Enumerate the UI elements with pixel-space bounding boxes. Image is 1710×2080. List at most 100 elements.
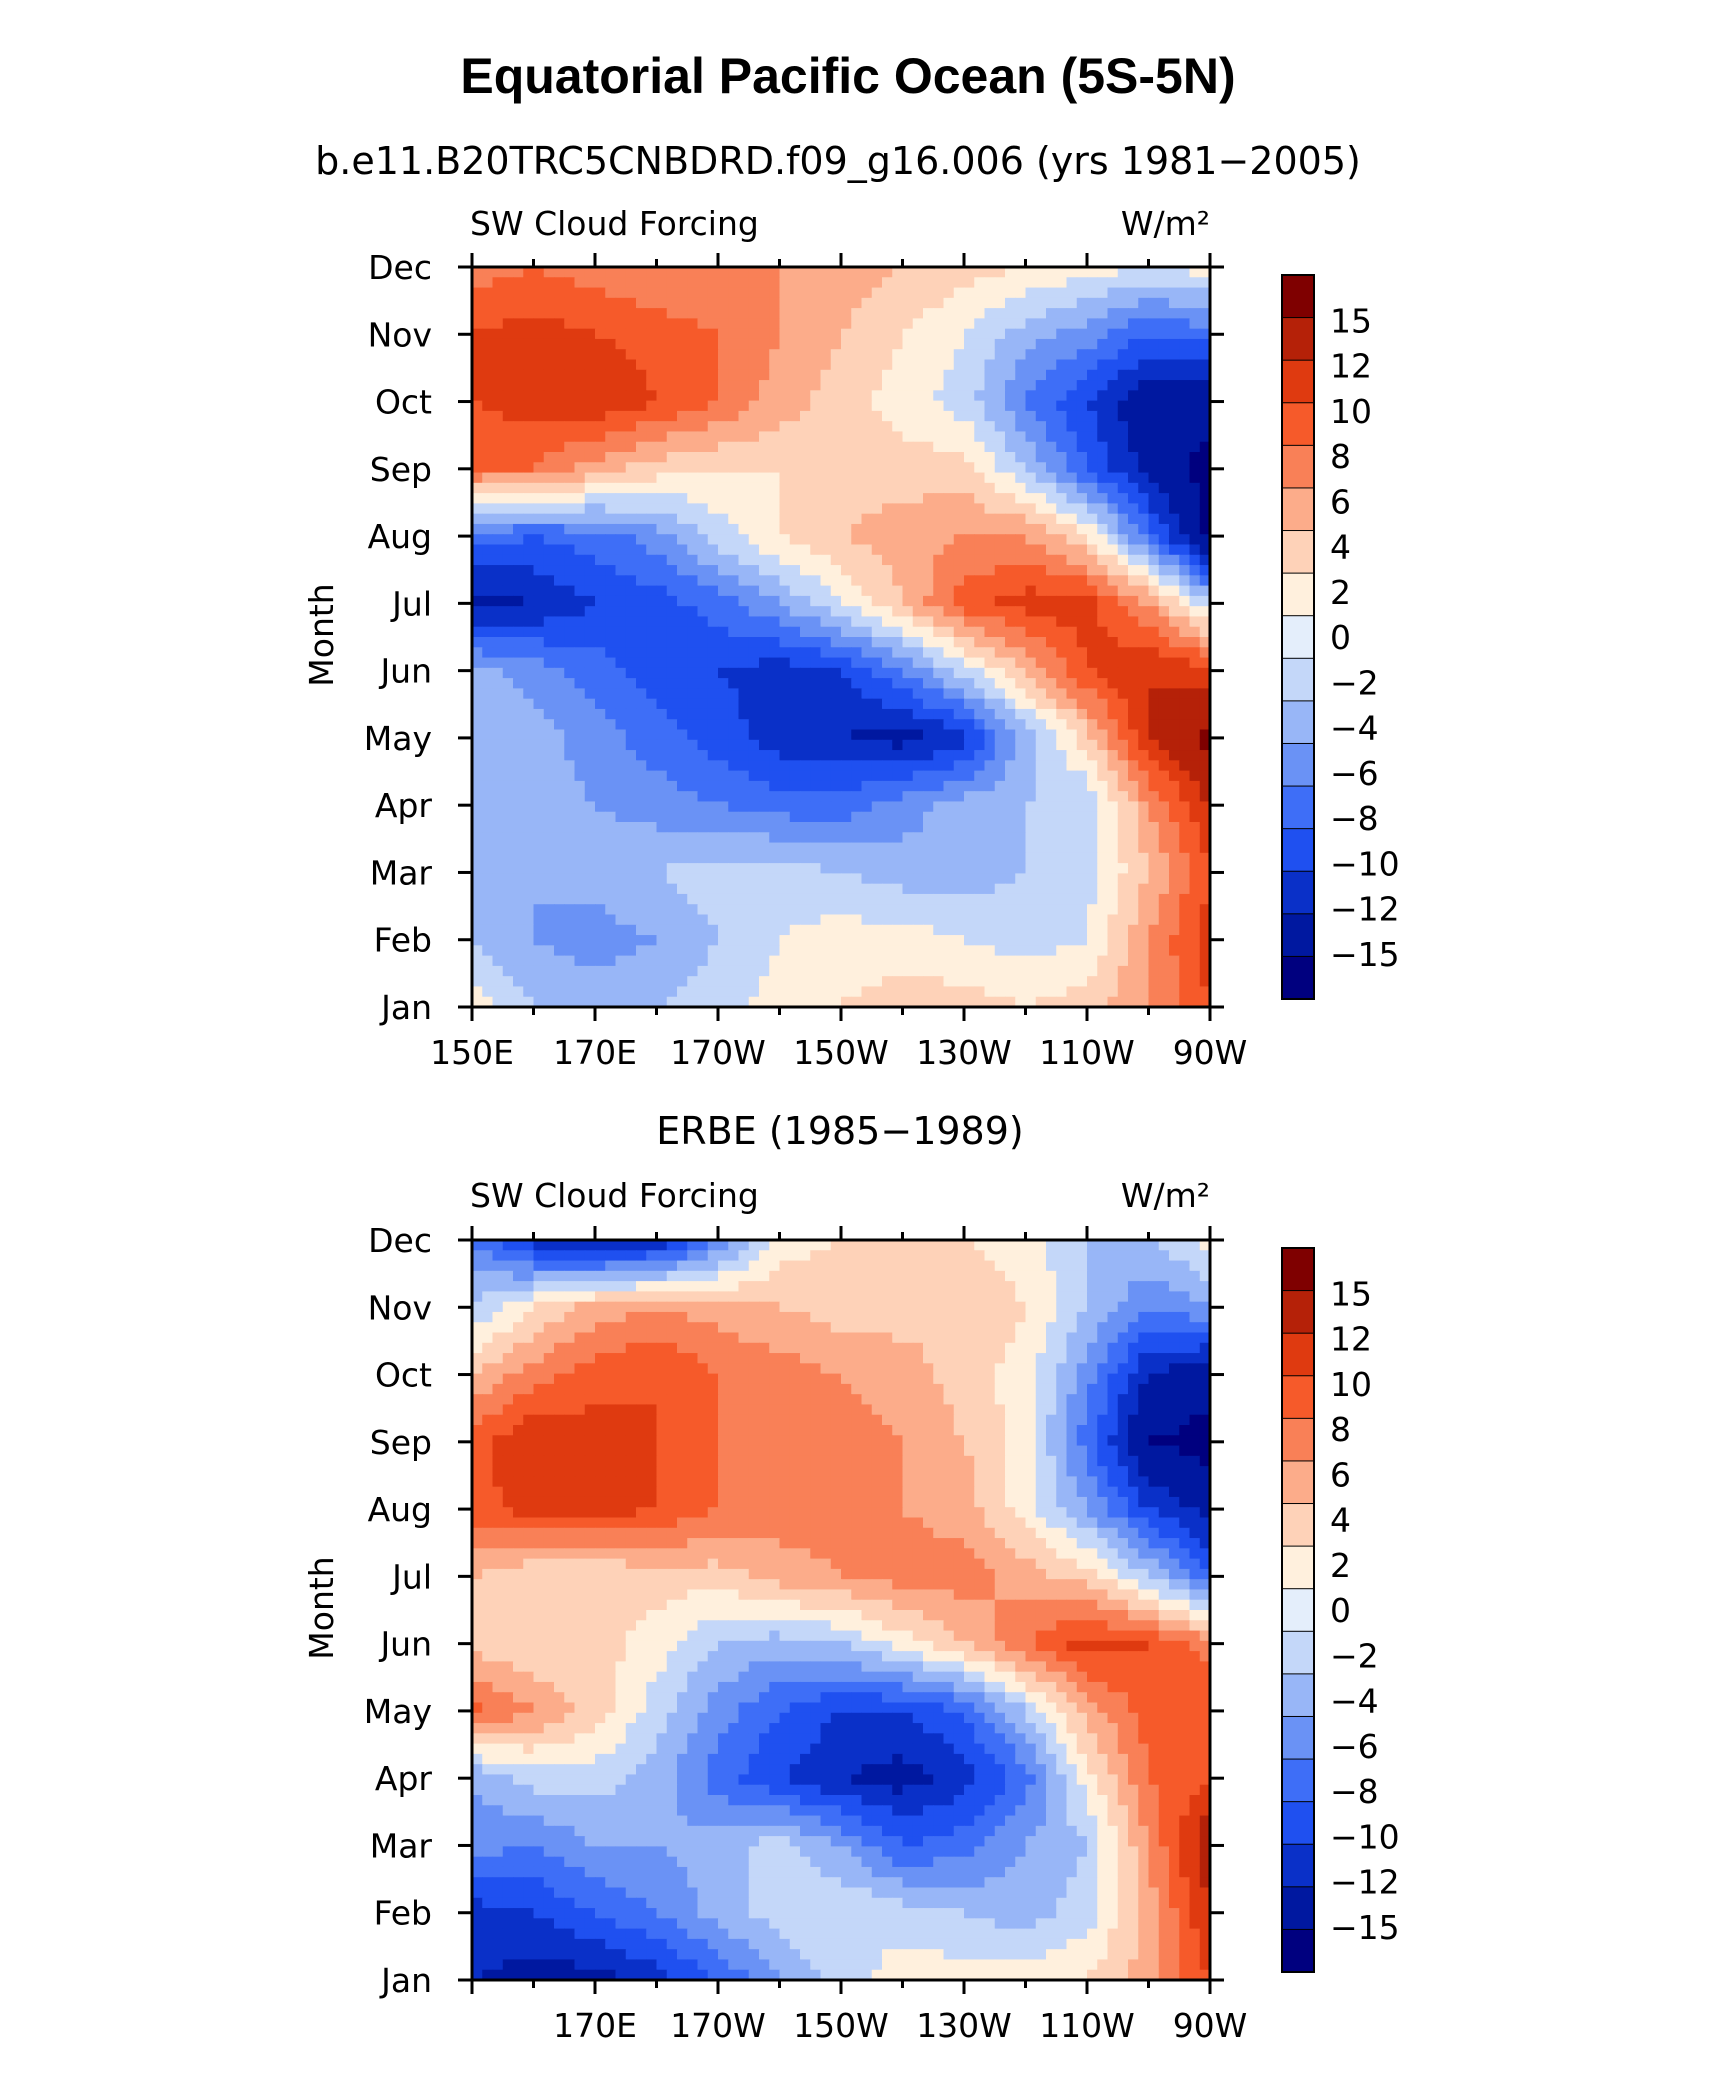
heatmap-cell	[707, 349, 719, 361]
heatmap-cell	[871, 780, 883, 792]
heatmap-cell	[472, 719, 483, 731]
heatmap-cell	[820, 565, 832, 576]
heatmap-cell	[636, 472, 647, 484]
heatmap-cell	[502, 965, 514, 977]
heatmap-cell	[1117, 667, 1129, 679]
heatmap-cell	[1005, 410, 1016, 422]
heatmap-cell	[574, 893, 586, 905]
heatmap-cell	[943, 503, 955, 515]
heatmap-cell	[492, 287, 504, 299]
heatmap-cell	[933, 421, 945, 433]
heatmap-cell	[943, 462, 955, 474]
heatmap-cell	[902, 380, 914, 391]
heatmap-cell	[482, 462, 494, 474]
heatmap-cell	[820, 637, 832, 648]
heatmap-cell	[964, 349, 975, 361]
heatmap-cell	[810, 719, 822, 731]
heatmap-cell	[513, 287, 524, 299]
heatmap-cell	[800, 338, 811, 350]
heatmap-cell	[1005, 482, 1016, 494]
heatmap-cell	[902, 678, 914, 689]
heatmap-cell	[964, 626, 975, 638]
heatmap-cell	[1169, 935, 1180, 946]
heatmap-cell	[595, 739, 606, 751]
heatmap-cell	[523, 297, 535, 309]
heatmap-cell	[523, 616, 535, 628]
heatmap-cell	[1199, 431, 1211, 443]
heatmap-cell	[902, 935, 914, 946]
heatmap-cell	[574, 729, 586, 741]
heatmap-cell	[636, 791, 647, 803]
heatmap-cell	[502, 493, 514, 504]
heatmap-cell	[800, 719, 811, 731]
heatmap-cell	[1138, 595, 1150, 607]
heatmap-cell	[1179, 431, 1191, 443]
heatmap-cell	[605, 267, 617, 278]
heatmap-cell	[615, 452, 627, 463]
heatmap-cell	[615, 822, 627, 833]
heatmap-cell	[851, 421, 863, 433]
heatmap-cell	[933, 472, 945, 484]
heatmap-cell	[574, 554, 586, 566]
heatmap-cell	[1128, 400, 1139, 412]
heatmap-cell	[492, 554, 504, 566]
heatmap-cell	[492, 277, 504, 289]
heatmap-cell	[933, 338, 945, 350]
heatmap-cell	[707, 585, 719, 597]
heatmap-cell	[554, 400, 565, 412]
heatmap-cell	[564, 421, 576, 433]
heatmap-cell	[1015, 698, 1027, 710]
heatmap-cell	[861, 657, 873, 669]
heatmap-cell	[595, 678, 606, 689]
heatmap-cell	[666, 359, 678, 371]
heatmap-cell	[1138, 503, 1150, 515]
heatmap-cell	[1138, 575, 1150, 587]
heatmap-cell	[1148, 534, 1160, 546]
heatmap-cell	[871, 472, 883, 484]
heatmap-cell	[779, 523, 791, 535]
heatmap-cell	[533, 914, 545, 926]
heatmap-cell	[1035, 678, 1047, 689]
heatmap-cell	[1179, 554, 1191, 566]
heatmap-cell	[574, 678, 586, 689]
heatmap-cell	[943, 637, 955, 648]
heatmap-cell	[810, 585, 822, 597]
heatmap-cell	[984, 873, 996, 885]
heatmap-cell	[1076, 534, 1088, 546]
heatmap-cell	[953, 955, 965, 967]
heatmap-cell	[882, 277, 893, 289]
heatmap-cell	[830, 647, 842, 659]
heatmap-cell	[789, 297, 801, 309]
heatmap-cell	[1199, 308, 1211, 319]
heatmap-cell	[769, 328, 781, 340]
heatmap-cell	[748, 791, 760, 803]
heatmap-cell	[728, 637, 740, 648]
heatmap-cell	[666, 637, 678, 648]
heatmap-cell	[1046, 318, 1057, 330]
heatmap-cell	[1128, 462, 1139, 474]
heatmap-cell	[1025, 657, 1037, 669]
heatmap-cell	[595, 482, 606, 494]
heatmap-cell	[810, 626, 822, 638]
heatmap-cell	[892, 739, 904, 751]
heatmap-cell	[892, 708, 904, 720]
heatmap-cell	[554, 935, 565, 946]
heatmap-cell	[871, 482, 883, 494]
heatmap-cell	[1066, 688, 1078, 700]
heatmap-cell	[810, 904, 822, 916]
heatmap-cell	[759, 678, 770, 689]
heatmap-cell	[943, 832, 955, 844]
heatmap-cell	[841, 883, 852, 895]
heatmap-cell	[1169, 595, 1180, 607]
heatmap-cell	[1015, 421, 1027, 433]
heatmap-cell	[728, 893, 740, 905]
heatmap-cell	[533, 338, 545, 350]
heatmap-cell	[738, 883, 750, 895]
heatmap-cell	[984, 791, 996, 803]
heatmap-cell	[882, 390, 893, 402]
heatmap-cell	[492, 678, 504, 689]
heatmap-cell	[748, 462, 760, 474]
heatmap-cell	[943, 595, 955, 607]
heatmap-cell	[882, 359, 893, 371]
heatmap-cell	[769, 297, 781, 309]
